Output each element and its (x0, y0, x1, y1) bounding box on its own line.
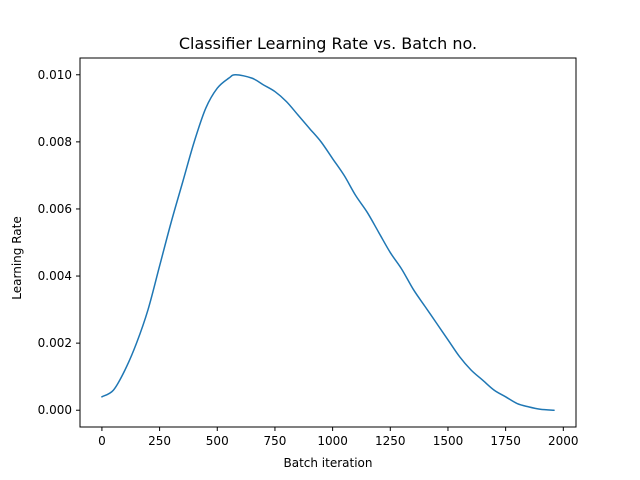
plot-frame (79, 57, 577, 428)
y-tick-label: 0.010 (38, 68, 72, 82)
x-tick-label: 1000 (317, 434, 348, 448)
chart-title: Classifier Learning Rate vs. Batch no. (179, 34, 477, 53)
x-tick-label: 2000 (548, 434, 579, 448)
x-tick-label: 500 (206, 434, 229, 448)
x-axis-label: Batch iteration (283, 456, 372, 470)
x-tick-label: 1750 (490, 434, 521, 448)
x-tick-label: 750 (263, 434, 286, 448)
x-tick-label: 250 (148, 434, 171, 448)
x-tick-label: 1500 (433, 434, 464, 448)
y-axis-label: Learning Rate (10, 216, 24, 299)
y-tick-label: 0.004 (38, 269, 72, 283)
x-tick-label: 0 (98, 434, 106, 448)
plot-area (101, 74, 555, 411)
axis-ticks: 0 250 500 750 1000 1250 1500 1750 2000 0.000 0.002… (38, 68, 579, 448)
y-tick-label: 0.002 (38, 336, 72, 350)
x-tick-label: 1250 (375, 434, 406, 448)
y-tick-label: 0.006 (38, 202, 72, 216)
y-tick-label: 0.008 (38, 135, 72, 149)
series-line (101, 74, 555, 411)
y-tick-label: 0.000 (38, 403, 72, 417)
